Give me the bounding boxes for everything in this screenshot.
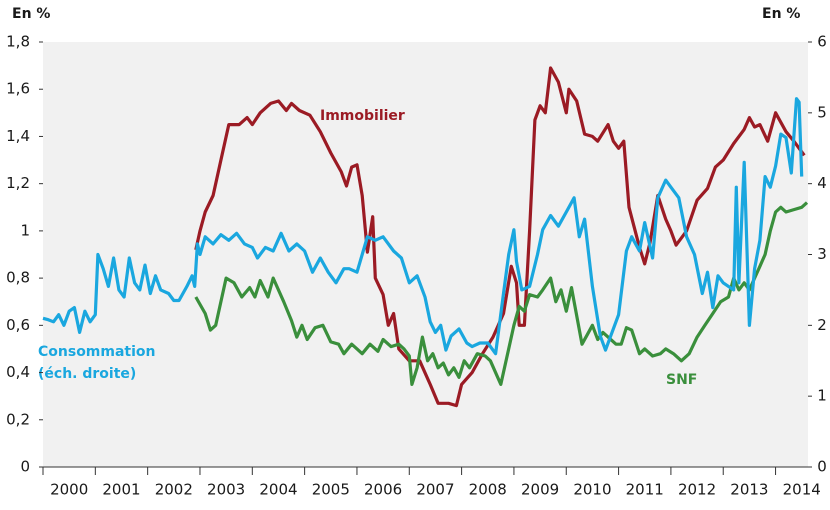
x-tick-label: 2000 [50,481,88,499]
y-tick-label: 0,8 [6,269,30,287]
x-tick-label: 2008 [469,481,507,499]
y2-tick-label: 6 [817,33,827,51]
x-tick-label: 2014 [783,481,821,499]
y-tick-label: 1,2 [6,174,30,192]
y-tick-label: 0 [20,458,30,476]
x-tick-label: 2011 [626,481,664,499]
y-tick-label: 0,2 [6,410,30,428]
series-line [194,201,809,386]
y-tick-label: 0,6 [6,316,30,334]
x-tick-label: 2004 [259,481,297,499]
y2-tick-label: 3 [817,245,827,263]
y-tick-label: 1,8 [6,33,30,51]
y-tick-label: 0,4 [6,363,30,381]
x-tick-label: 2012 [678,481,716,499]
x-tick-label: 2010 [573,481,611,499]
y-axis-label: En % [12,6,50,22]
y-tick-label: 1,6 [6,80,30,98]
y2-tick-label: 5 [817,103,827,121]
y-tick-label: 1,4 [6,127,30,145]
x-tick-label: 2001 [102,481,140,499]
y2-tick-label: 2 [817,316,827,334]
series-label: Immobilier [320,108,405,124]
x-tick-label: 2002 [155,481,193,499]
x-tick-label: 2013 [730,481,768,499]
y-tick-label: 1 [20,221,30,239]
y2-tick-label: 4 [817,174,827,192]
y2-tick-label: 1 [817,387,827,405]
y2-axis-label: En % [762,6,800,22]
series-line [194,66,806,408]
series-label: SNF [666,372,697,388]
x-tick-label: 2005 [312,481,350,499]
series-line [42,97,804,356]
x-tick-label: 2003 [207,481,245,499]
annotation: (éch. droite) [38,366,136,382]
y2-tick-label: 0 [817,458,827,476]
series-label: Consommation [38,344,156,360]
x-tick-label: 2009 [521,481,559,499]
x-tick-label: 2006 [364,481,402,499]
x-tick-label: 2007 [416,481,454,499]
plot-area [43,42,808,467]
